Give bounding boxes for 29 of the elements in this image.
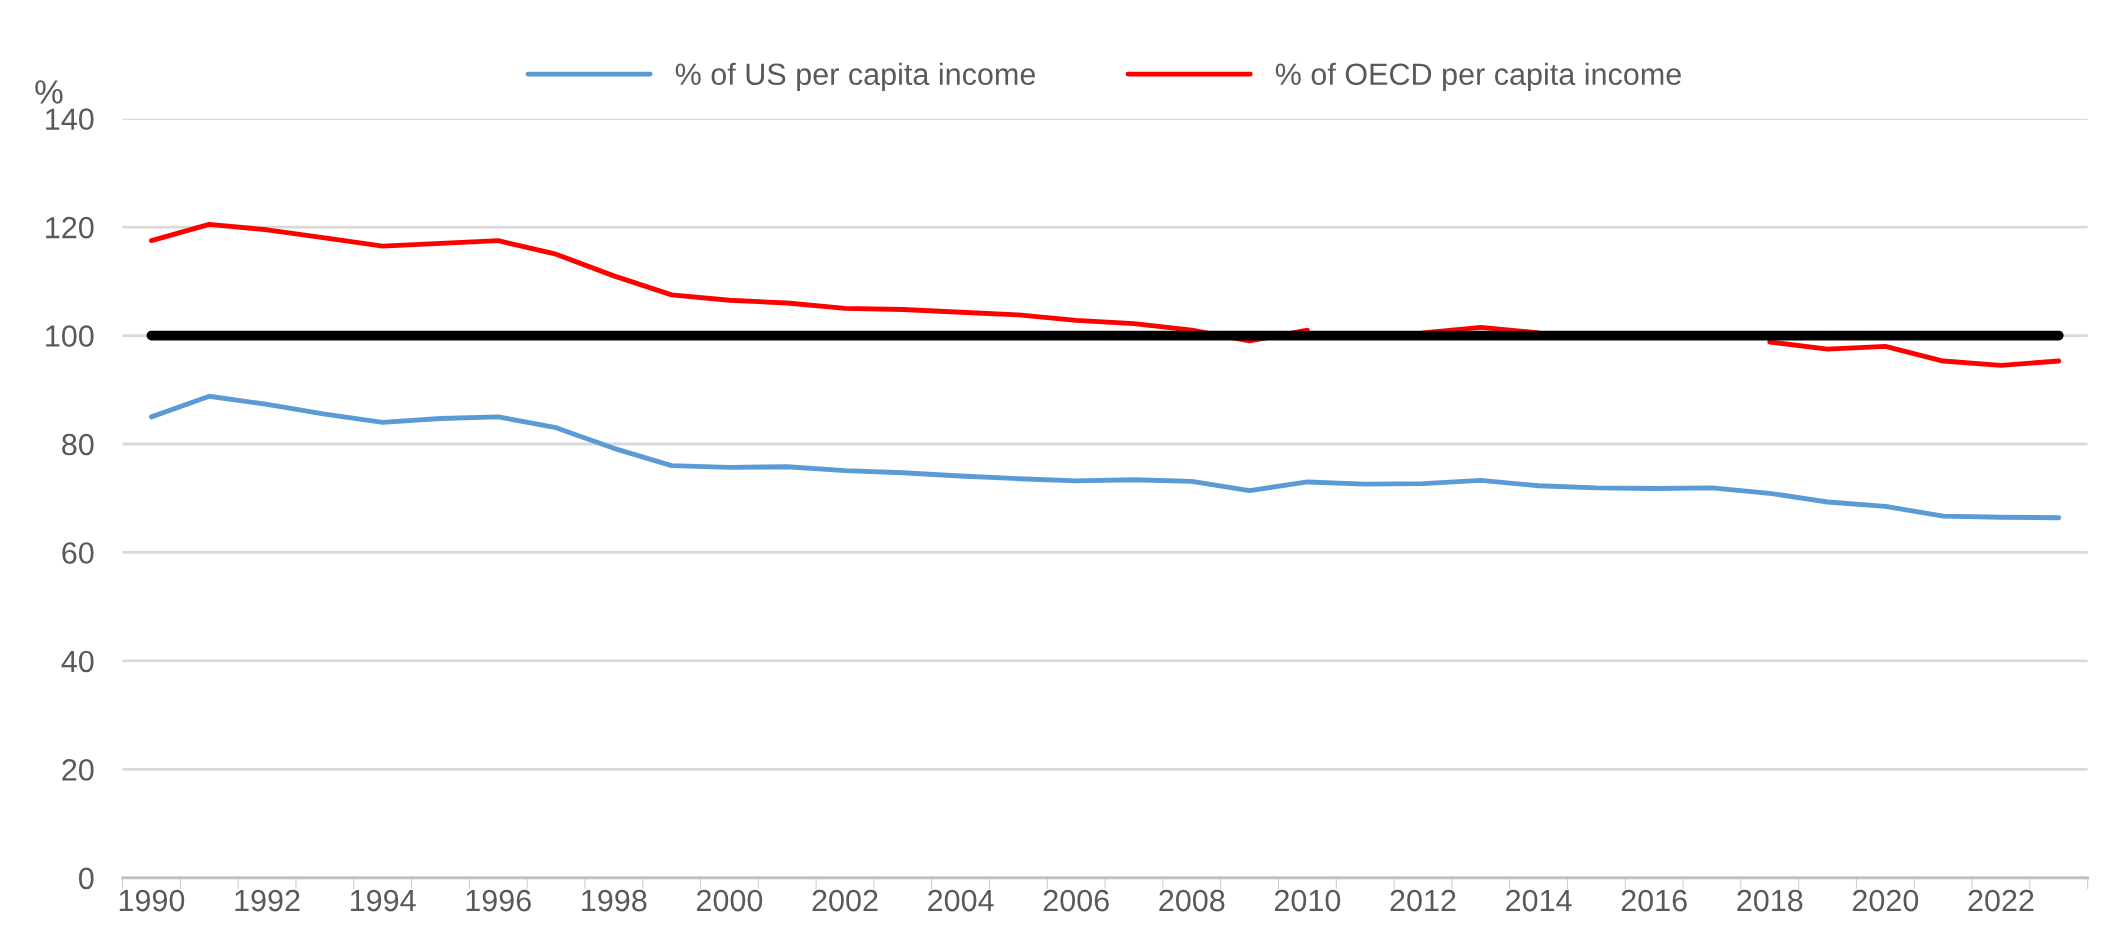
x-tick-label: 1996 xyxy=(466,889,531,912)
x-tick-label: 2000 xyxy=(696,889,763,912)
x-tick-label: 2002 xyxy=(812,889,878,912)
y-tick-label: 20 xyxy=(62,759,94,781)
y-tick-label: 60 xyxy=(62,542,94,564)
x-tick-label: 2020 xyxy=(1852,889,1919,912)
x-tick-label: 2010 xyxy=(1274,889,1341,912)
y-tick-label: 100 xyxy=(46,325,94,347)
x-tick-label: 1990 xyxy=(119,889,185,912)
legend-label: % of OECD per capita income xyxy=(1275,62,1681,92)
x-tick-label: 1992 xyxy=(235,889,300,912)
x-tick-label: 1994 xyxy=(350,889,416,912)
x-tick-label: 1998 xyxy=(582,889,647,912)
x-tick-label: 2022 xyxy=(1968,889,2034,912)
x-tick-label: 2016 xyxy=(1621,889,1687,912)
legend-label: % of US per capita income xyxy=(675,62,1036,92)
y-tick-label: 140 xyxy=(46,108,94,130)
x-tick-label: 2018 xyxy=(1737,889,1803,912)
line-series xyxy=(149,393,2062,521)
y-tick-label: 40 xyxy=(61,650,94,673)
x-tick-label: 2006 xyxy=(1043,889,1109,912)
y-tick-label: 0 xyxy=(78,867,94,890)
x-tick-label: 2014 xyxy=(1506,889,1572,912)
x-tick-label: 2008 xyxy=(1159,889,1225,912)
y-axis-title: % xyxy=(35,80,63,104)
x-tick-label: 2004 xyxy=(928,889,994,912)
y-tick-label: 120 xyxy=(46,216,94,239)
y-tick-label: 80 xyxy=(62,433,94,456)
x-tick-label: 2012 xyxy=(1390,889,1456,912)
